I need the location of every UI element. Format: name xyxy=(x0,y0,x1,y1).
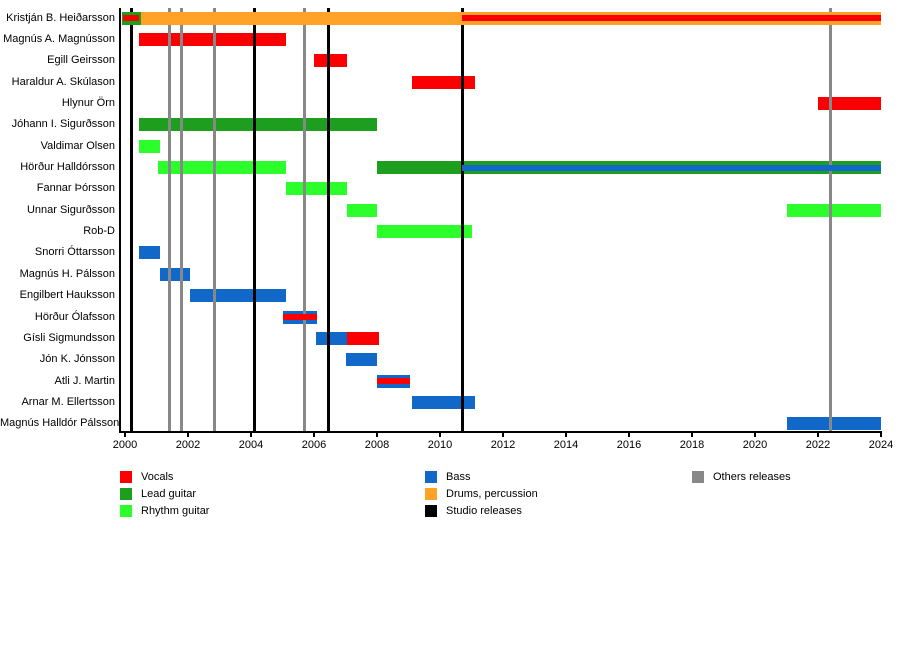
x-axis-tick xyxy=(376,432,378,437)
role-bar-rhythm_guitar xyxy=(786,203,881,217)
member-label: Jóhann I. Sigurðsson xyxy=(11,118,115,131)
x-axis-tick-label: 2010 xyxy=(427,439,453,451)
x-axis-tick-label: 2016 xyxy=(616,439,642,451)
legend-label: Studio releases xyxy=(446,505,522,517)
member-label: Unnar Sigurðsson xyxy=(26,203,115,216)
member-label: Atli J. Martin xyxy=(54,374,115,387)
x-axis-tick xyxy=(565,432,567,437)
x-axis-tick-label: 2012 xyxy=(490,439,516,451)
role-bar-rhythm_guitar xyxy=(139,139,160,153)
member-label: Gísli Sigmundsson xyxy=(23,331,115,344)
studio-release-line xyxy=(252,8,256,432)
others-release-line xyxy=(213,8,217,432)
member-label: Egill Geirsson xyxy=(47,54,115,67)
role-bar-lead_guitar xyxy=(139,118,377,132)
role-bar-vocals xyxy=(377,378,411,385)
legend-swatch-rhythm_guitar xyxy=(120,505,132,517)
legend-label: Bass xyxy=(446,471,471,483)
member-label: Kristján B. Heiðarsson xyxy=(6,11,115,24)
legend-label: Lead guitar xyxy=(141,488,197,500)
role-bar-vocals xyxy=(314,54,348,68)
role-bar-rhythm_guitar xyxy=(285,182,348,196)
role-bar-rhythm_guitar xyxy=(347,203,377,217)
role-bar-bass xyxy=(315,331,348,345)
member-label: Jón K. Jónsson xyxy=(39,353,115,366)
x-axis-tick-label: 2002 xyxy=(175,439,201,451)
x-axis-tick xyxy=(439,432,441,437)
x-axis-tick-label: 2022 xyxy=(805,439,831,451)
role-bar-vocals xyxy=(462,15,881,21)
role-bar-vocals xyxy=(818,96,881,110)
member-label: Hörður Ólafsson xyxy=(34,310,115,323)
member-label: Fannar Þórsson xyxy=(36,182,115,195)
legend-swatch-lead_guitar xyxy=(120,488,132,500)
role-bar-bass xyxy=(786,417,881,431)
member-label: Magnús H. Pálsson xyxy=(19,267,115,280)
member-label: Hörður Halldórsson xyxy=(20,161,115,174)
x-axis-tick xyxy=(817,432,819,437)
role-bar-bass xyxy=(462,164,881,171)
x-axis-tick-label: 2018 xyxy=(679,439,705,451)
member-label: Magnús Halldór Pálsson xyxy=(0,417,120,430)
legend-swatch-studio xyxy=(425,505,437,517)
role-bar-bass xyxy=(411,395,475,409)
role-bar-vocals xyxy=(347,331,379,345)
x-axis-tick xyxy=(124,432,126,437)
role-bar-bass xyxy=(159,267,190,281)
x-axis-tick-label: 2014 xyxy=(553,439,579,451)
legend-label: Vocals xyxy=(141,471,174,483)
x-axis-tick-label: 2008 xyxy=(364,439,390,451)
x-axis-tick-label: 2024 xyxy=(868,439,894,451)
x-axis-tick xyxy=(880,432,882,437)
legend-label: Drums, percussion xyxy=(446,488,538,500)
x-axis-tick xyxy=(628,432,630,437)
studio-release-line xyxy=(129,8,133,432)
member-label: Magnús A. Magnússon xyxy=(3,32,115,45)
others-release-line xyxy=(167,8,171,432)
member-label: Hlynur Örn xyxy=(61,96,115,109)
role-bar-bass xyxy=(345,353,377,367)
role-bar-bass xyxy=(139,246,160,260)
x-axis-line xyxy=(119,431,882,433)
x-axis-tick xyxy=(691,432,693,437)
member-label: Engilbert Hauksson xyxy=(19,289,115,302)
studio-release-line xyxy=(326,8,330,432)
y-axis-line xyxy=(119,8,121,432)
x-axis-tick xyxy=(754,432,756,437)
legend-swatch-bass xyxy=(425,471,437,483)
role-bar-vocals xyxy=(411,75,475,89)
role-bar-vocals xyxy=(139,32,286,46)
x-axis-tick xyxy=(250,432,252,437)
member-label: Valdimar Olsen xyxy=(40,139,115,152)
legend-swatch-others xyxy=(692,471,704,483)
x-axis-tick-label: 2004 xyxy=(238,439,264,451)
role-bar-rhythm_guitar xyxy=(158,161,286,175)
legend-swatch-vocals xyxy=(120,471,132,483)
role-bar-vocals xyxy=(282,314,318,321)
legend-label: Others releases xyxy=(713,471,791,483)
x-axis-tick xyxy=(502,432,504,437)
member-label: Rob-D xyxy=(83,225,115,238)
legend-swatch-drums xyxy=(425,488,437,500)
x-axis-tick-label: 2020 xyxy=(742,439,768,451)
role-bar-bass xyxy=(189,289,286,303)
x-axis-tick-label: 2006 xyxy=(301,439,327,451)
role-bar-rhythm_guitar xyxy=(377,225,472,239)
others-release-line xyxy=(303,8,307,432)
member-label: Haraldur A. Skúlason xyxy=(11,75,115,88)
x-axis-tick xyxy=(313,432,315,437)
x-axis-tick xyxy=(187,432,189,437)
others-release-line xyxy=(180,8,184,432)
others-release-line xyxy=(829,8,833,432)
studio-release-line xyxy=(460,8,464,432)
member-label: Snorri Óttarsson xyxy=(34,246,115,259)
role-bar-vocals xyxy=(123,15,140,21)
legend-label: Rhythm guitar xyxy=(141,505,210,517)
member-label: Arnar M. Ellertsson xyxy=(21,395,115,408)
x-axis-tick-label: 2000 xyxy=(112,439,138,451)
